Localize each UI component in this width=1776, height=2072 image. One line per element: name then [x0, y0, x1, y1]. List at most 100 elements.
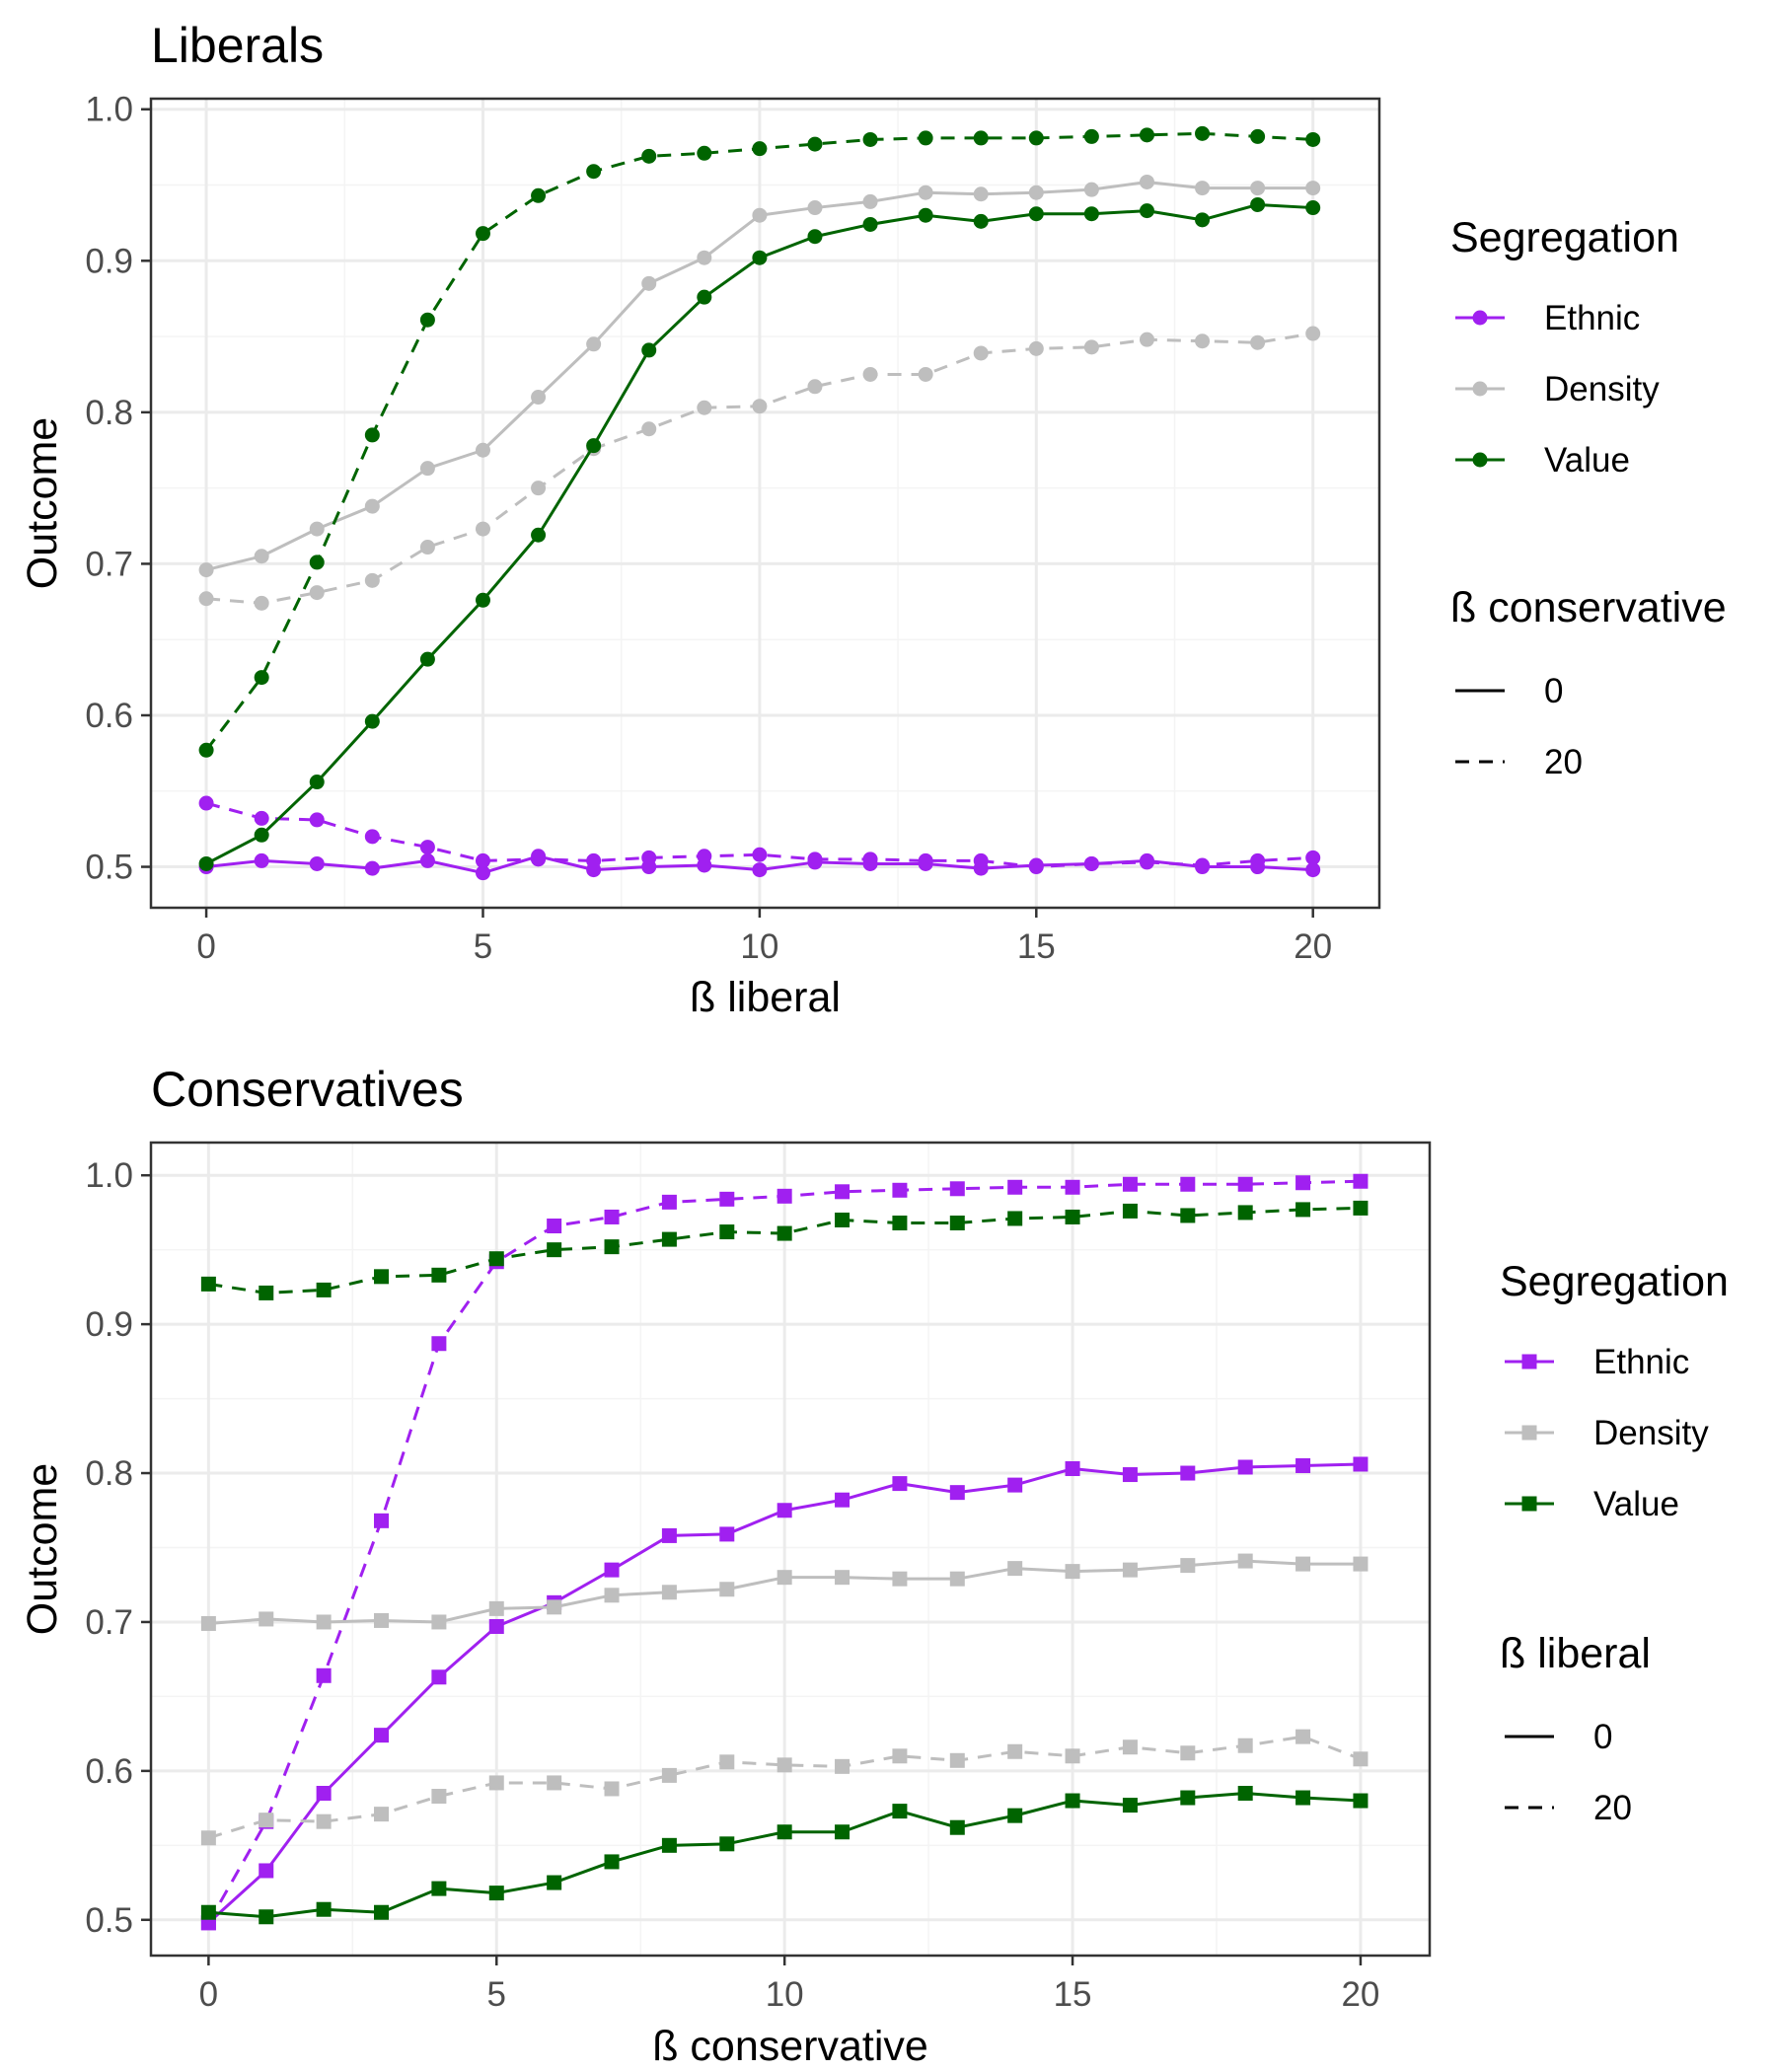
- series-value-20-point: [1195, 125, 1211, 141]
- series-value-20-point: [475, 226, 490, 242]
- series-value-20-point: [1139, 127, 1154, 143]
- legend-label-value: Value: [1593, 1485, 1679, 1523]
- series-ethnic-20-point: [697, 849, 712, 864]
- series-value-0-point: [892, 1804, 908, 1819]
- series-ethnic-20-point: [641, 850, 657, 865]
- series-density-20-point: [254, 595, 269, 611]
- series-density-20-point: [777, 1757, 792, 1773]
- chart-panel-conservatives: Conservatives 0 5 10 15 20 0.5 0.6 0.7 0.8 0.9 1.0 ß…: [19, 1062, 1729, 2070]
- series-density-20-point: [862, 366, 878, 382]
- series-ethnic-0-point: [316, 1786, 332, 1802]
- legend-linetype-label-20: 20: [1593, 1789, 1632, 1827]
- series-value-20-point: [641, 148, 657, 164]
- legend-key-point: [1472, 452, 1488, 468]
- series-value-20-point: [777, 1225, 792, 1241]
- x-tick-label: 0: [199, 1975, 218, 2014]
- series-ethnic-0-point: [419, 852, 435, 868]
- y-tick-label: 0.8: [85, 394, 133, 432]
- series-density-0-point: [431, 1614, 447, 1630]
- series-ethnic-0-point: [1237, 1459, 1253, 1475]
- series-value-20-point: [1180, 1208, 1196, 1223]
- series-value-0-point: [752, 250, 768, 265]
- series-ethnic-20-point: [547, 1219, 562, 1234]
- series-ethnic-20-point: [1237, 1176, 1253, 1192]
- series-ethnic-0-point: [475, 865, 490, 881]
- series-density-0-point: [1122, 1562, 1138, 1578]
- series-value-0-point: [719, 1836, 735, 1852]
- series-value-0-point: [918, 207, 933, 223]
- y-tick-label: 0.5: [85, 1901, 133, 1940]
- series-ethnic-0-point: [259, 1863, 274, 1879]
- legend-key-value: [1455, 452, 1505, 468]
- series-value-0-point: [374, 1904, 390, 1920]
- series-value-0-point: [949, 1819, 965, 1835]
- series-ethnic-20-point: [1195, 857, 1211, 873]
- series-density-20-line: [207, 1735, 1362, 1840]
- series-ethnic-20-line: [205, 801, 1313, 869]
- x-axis-title: ß conservative: [652, 2023, 928, 2070]
- series-value-20-point: [807, 136, 823, 152]
- series-ethnic-20-point: [918, 852, 933, 868]
- series-value-0-point: [1139, 203, 1154, 219]
- legend-linetype-label-0: 0: [1544, 672, 1563, 710]
- series-density-0-point: [862, 193, 878, 209]
- series-value-0-point: [1007, 1808, 1023, 1823]
- series-value-20-point: [697, 145, 712, 161]
- series-ethnic-20-point: [949, 1181, 965, 1197]
- series-ethnic-20-point: [1305, 850, 1321, 865]
- legend-linetype-title: ß liberal: [1500, 1630, 1651, 1677]
- series-ethnic-20-point: [1122, 1176, 1138, 1192]
- legend-label-ethnic: Ethnic: [1593, 1343, 1689, 1381]
- legend-label-density: Density: [1544, 370, 1660, 408]
- series-density-0-point: [949, 1571, 965, 1587]
- series-ethnic-20-point: [719, 1191, 735, 1207]
- series-value-0-point: [1353, 1793, 1369, 1809]
- series-ethnic-0-point: [431, 1669, 447, 1685]
- series-value-20-point: [1028, 130, 1044, 146]
- series-density-0-point: [918, 185, 933, 200]
- series-value-20-point: [254, 670, 269, 686]
- series-value-0-point: [604, 1854, 620, 1870]
- series-ethnic-20-point: [835, 1184, 851, 1200]
- series-value-0-point: [1237, 1786, 1253, 1802]
- series-value-20-point: [364, 427, 380, 443]
- series-ethnic-20-point: [431, 1336, 447, 1352]
- series-value-0-point: [1195, 212, 1211, 228]
- series-value-0-point: [777, 1824, 792, 1840]
- series-density-20-point: [259, 1813, 274, 1828]
- y-tick-label: 0.6: [85, 1752, 133, 1791]
- series-density-0-point: [586, 336, 602, 352]
- series-value-0-point: [547, 1875, 562, 1890]
- series-density-20-point: [1237, 1738, 1253, 1753]
- series-value-20-point: [1353, 1200, 1369, 1216]
- series-density-20-point: [419, 540, 435, 555]
- series-density-20-point: [661, 1767, 677, 1783]
- series-value-0-point: [316, 1901, 332, 1917]
- series-density-20-point: [1083, 339, 1099, 355]
- series-density-20-point: [1195, 333, 1211, 349]
- x-tick-label: 5: [487, 1975, 506, 2014]
- series-value-20-point: [1065, 1209, 1080, 1224]
- series-ethnic-20-point: [1065, 1179, 1080, 1195]
- series-ethnic-20-point: [807, 851, 823, 867]
- panel-border: [149, 1141, 1432, 1958]
- series-value-0-point: [419, 651, 435, 667]
- series-density-0-point: [1139, 174, 1154, 189]
- series-value-20-point: [488, 1251, 504, 1267]
- series-density-20-point: [973, 345, 989, 361]
- series-value-0-point: [488, 1886, 504, 1901]
- series-density-20-point: [309, 585, 325, 601]
- x-tick-label: 10: [766, 1975, 804, 2014]
- series-density-0-point: [259, 1611, 274, 1627]
- series-density-0-point: [1250, 181, 1266, 196]
- legend-key-value: [1505, 1496, 1554, 1512]
- gridlines: [151, 1143, 1430, 1956]
- y-tick-label: 1.0: [85, 91, 133, 129]
- series-value-20-point: [431, 1267, 447, 1283]
- series-value-0-point: [364, 713, 380, 729]
- series-value-20-point: [586, 164, 602, 180]
- legend-label-density: Density: [1593, 1414, 1709, 1452]
- series-density-0-point: [1237, 1553, 1253, 1569]
- series-density-0-point: [752, 207, 768, 223]
- legend: Segregation Ethnic Density Value ß liberal 0 2…: [1500, 1258, 1729, 1827]
